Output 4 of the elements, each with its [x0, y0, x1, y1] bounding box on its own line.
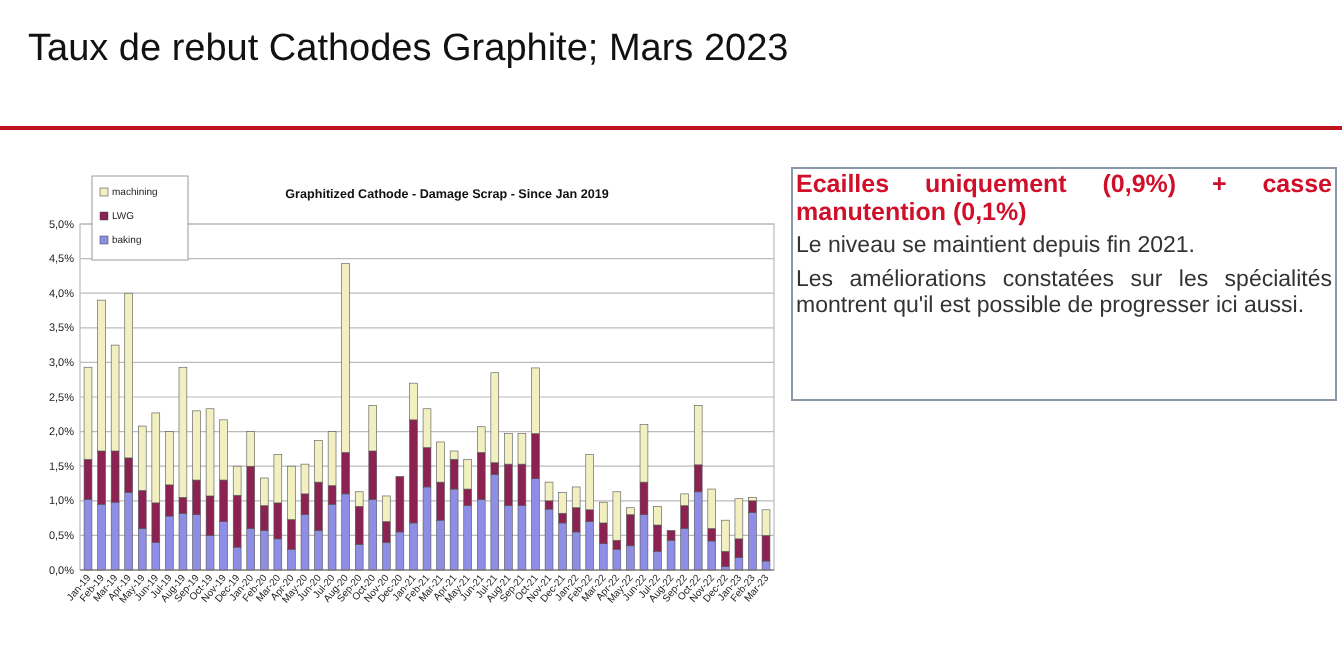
text: Les améliorations constatées sur les spécialités montrent qu'il est possible de progresser ici aussi.	[796, 267, 1332, 320]
chart-title: Taux de rebut Cathodes Graphite; Mars 2023	[28, 28, 789, 70]
text: Ecailles uniquement (0,9%) + casse manutention (0,1%)	[796, 170, 1332, 226]
text: Le niveau se maintient depuis fin 2021.	[796, 234, 1197, 260]
